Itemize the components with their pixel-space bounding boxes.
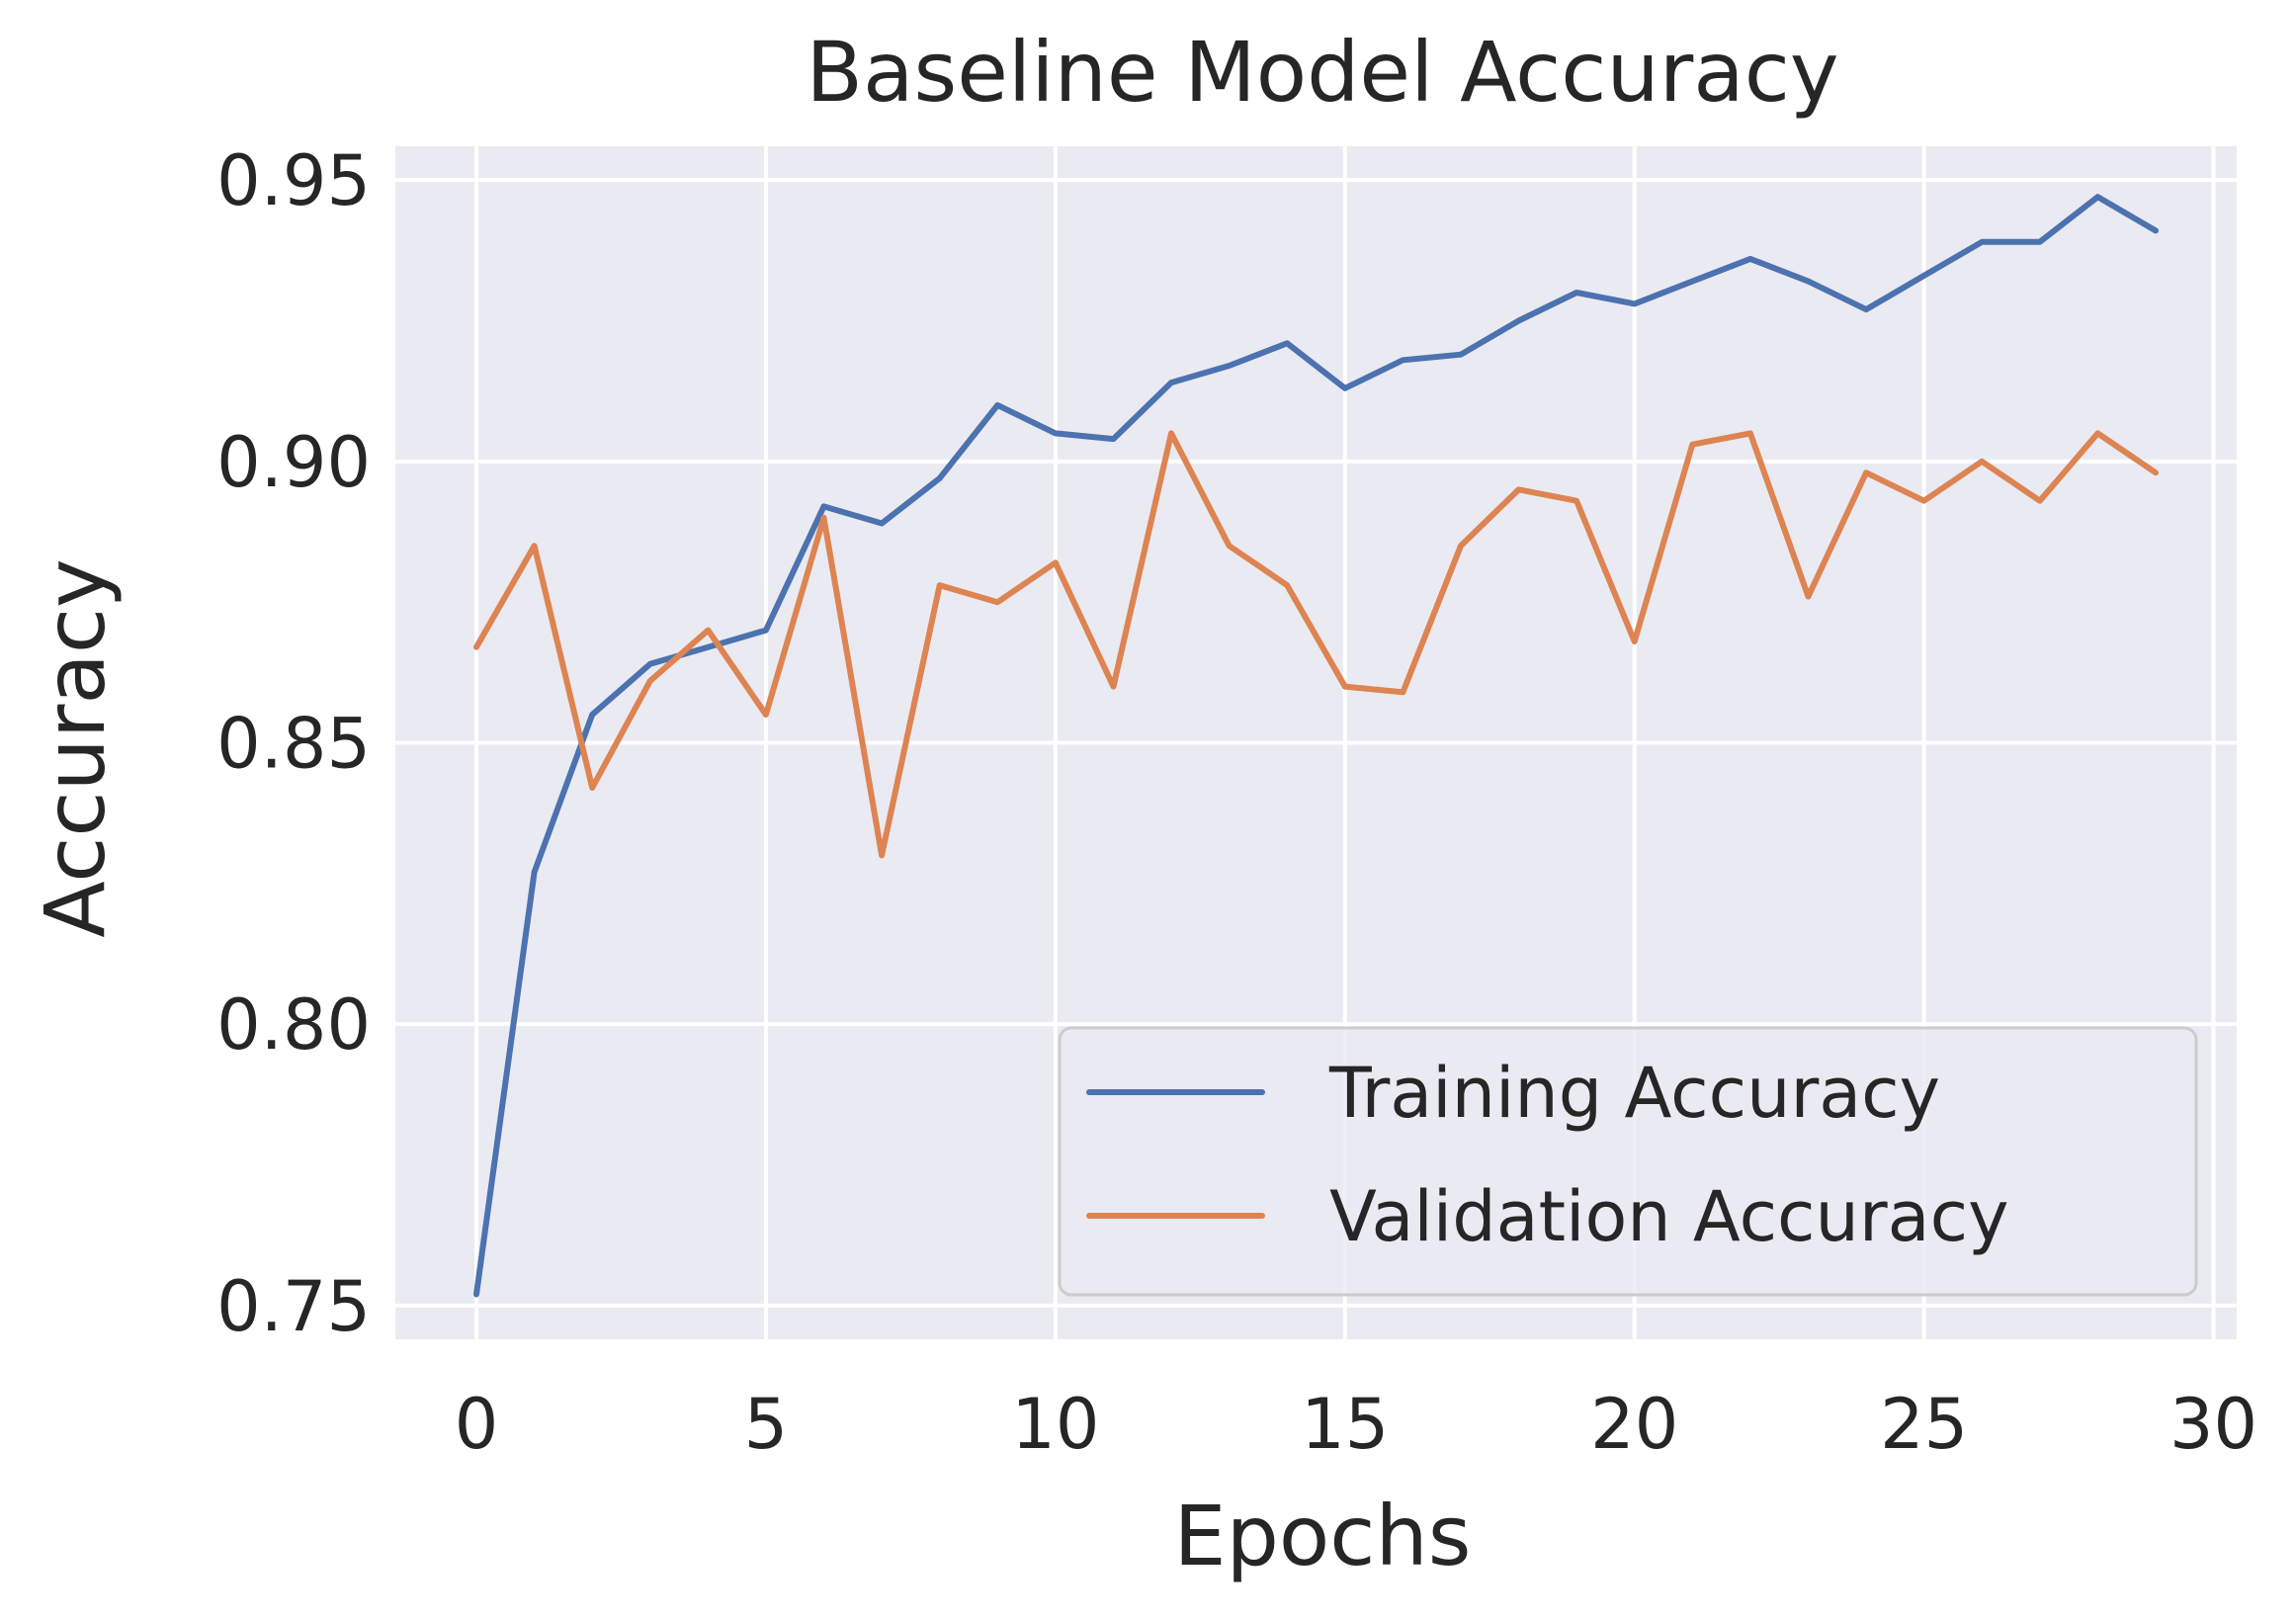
x-tick-label: 5 [744, 1384, 789, 1465]
x-tick-label: 25 [1880, 1384, 1968, 1465]
series-line-validation [473, 430, 2159, 859]
y-tick-label: 0.80 [216, 984, 371, 1066]
y-tick-label: 0.75 [216, 1266, 371, 1347]
x-tick-label: 0 [455, 1384, 499, 1465]
y-axis-label: Accuracy [27, 558, 124, 938]
legend-label-training: Training Accuracy [1328, 1053, 1940, 1134]
legend-label-validation: Validation Accuracy [1329, 1176, 2009, 1257]
y-tick-label: 0.95 [216, 140, 371, 221]
x-tick-label: 15 [1301, 1384, 1389, 1465]
x-tick-label: 20 [1590, 1384, 1678, 1465]
y-tick-label: 0.90 [216, 422, 371, 503]
tick-labels: 0 5 10 15 20 25 30 0.75 0.80 0.85 0.90 0.95 [216, 140, 2257, 1465]
x-axis-label: Epochs [1174, 1488, 1472, 1584]
grid-lines [395, 146, 2237, 1339]
x-tick-label: 10 [1011, 1384, 1099, 1465]
legend-box [1058, 1026, 2198, 1297]
chart-title: Baseline Model Accuracy [806, 24, 1838, 121]
y-tick-label: 0.85 [216, 704, 371, 785]
x-tick-label: 30 [2169, 1384, 2257, 1465]
series-line-training [473, 194, 2159, 1298]
legend: Training Accuracy Validation Accuracy [1058, 1026, 2198, 1297]
series-lines [473, 194, 2159, 1298]
